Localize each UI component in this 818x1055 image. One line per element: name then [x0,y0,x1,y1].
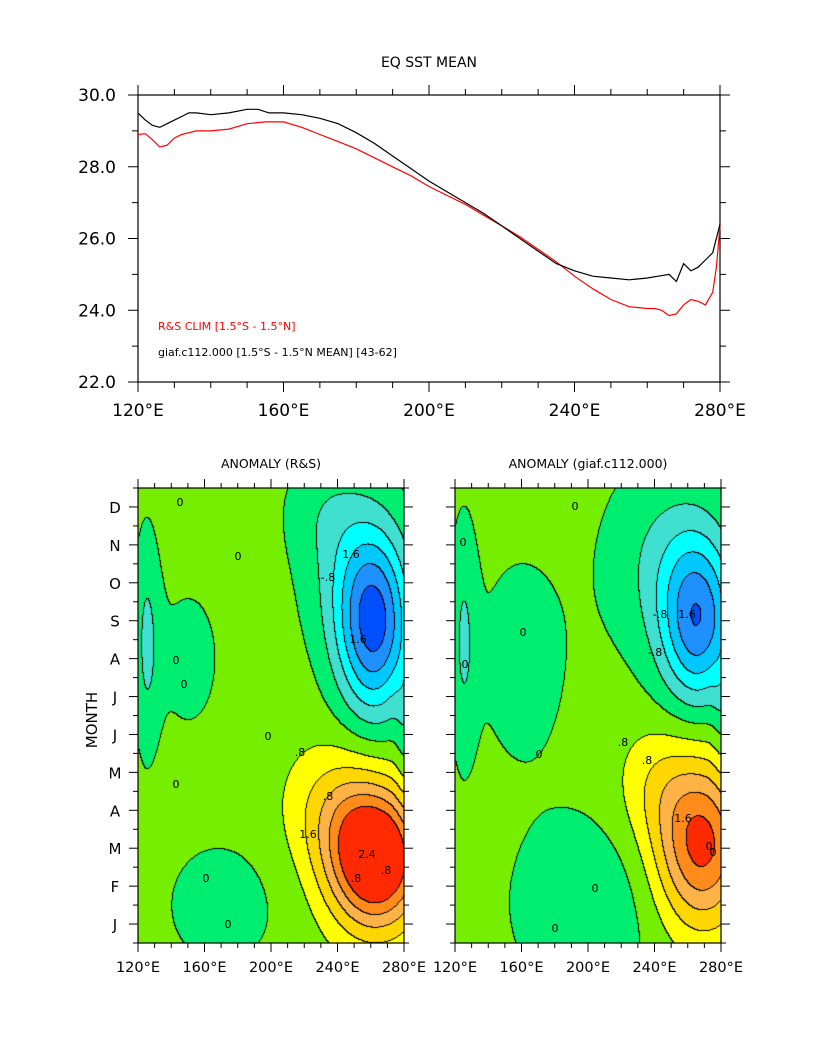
x-tick-label: 280°E [382,960,426,976]
series-lines [137,108,721,317]
month-label: F [111,878,120,896]
x-tick-label: 120°E [112,401,164,421]
contour-label: 0 [706,840,713,853]
contour-label: 0 [235,550,242,563]
contour-label: 1.6 [349,633,367,646]
contour-label: 0 [177,496,184,509]
plot-frame [137,94,721,383]
contour-label: -.8 [321,571,335,584]
x-tick-label: 240°E [549,401,601,421]
anomaly-model-panel: ANOMALY (giaf.c112.000) 0000000.81.6-.8-… [433,456,743,976]
x-axis-labels-model: 120°E 160°E 200°E 240°E 280°E [433,960,743,976]
contour-label: .8 [351,872,362,885]
contour-label: 0 [592,882,599,895]
contour-label: 0 [552,922,559,935]
month-label: M [109,764,122,782]
x-tick-label: 280°E [694,401,746,421]
series-line-model [137,108,721,283]
contour-label: 0 [460,536,467,549]
y-tick-label: 26.0 [78,230,116,250]
y-tick-label: 28.0 [78,158,116,178]
month-label: S [110,613,120,631]
contour-label: 0 [173,654,180,667]
panel-ticks-model [446,479,730,952]
month-label: J [112,916,117,934]
contour-label: 1.6 [674,812,692,825]
x-tick-label: 160°E [499,960,543,976]
x-axis-labels-rs: 120°E 160°E 200°E 240°E 280°E [116,960,426,976]
month-labels: D N O S A J J M A M F J [109,499,122,934]
contour-label: .8 [295,746,306,759]
x-axis-labels: 120°E 160°E 200°E 240°E 280°E [112,401,746,421]
panel-title-model: ANOMALY (giaf.c112.000) [509,456,668,471]
contour-label: .8 [618,736,629,749]
month-label: A [110,651,121,669]
legend-series-rs: R&S CLIM [1.5°S - 1.5°N] [158,320,295,333]
contour-label: 0 [572,500,579,513]
month-label: J [112,726,117,744]
month-label: N [109,537,120,555]
x-tick-label: 160°E [258,401,310,421]
heatmap-rs-canvas [138,488,404,943]
heatmap-model-canvas [455,488,721,943]
x-tick-label: 240°E [632,960,676,976]
x-tick-label: 160°E [182,960,226,976]
contour-label: 2.4 [358,848,376,861]
y-tick-label: 24.0 [78,301,116,321]
contour-label: .8 [381,864,392,877]
month-label: M [109,840,122,858]
contour-label: 1.6 [299,828,317,841]
contour-label: 1.6 [678,608,696,621]
y-tick-label: 22.0 [78,373,116,393]
month-label: O [109,575,121,593]
x-tick-label: 240°E [315,960,359,976]
contour-label: 0 [203,872,210,885]
y-tick-label: 30.0 [78,86,116,106]
month-label: D [109,499,121,517]
series-line-rs [137,121,721,317]
contour-label: .8 [323,790,334,803]
axis-ticks [128,85,730,392]
panel-ticks-rs [129,479,413,952]
x-tick-label: 200°E [566,960,610,976]
contour-label: 0 [225,918,232,931]
sst-mean-chart: EQ SST MEAN 120°E 160°E 200°E 240°E 280°E 30… [78,55,746,421]
anomaly-rs-panel: ANOMALY (R&S) MONTH 00000000.81.61.6-.8.… [83,456,426,976]
contour-label: 0 [265,730,272,743]
x-tick-label: 280°E [699,960,743,976]
contour-label: 0 [520,626,527,639]
x-tick-label: 120°E [116,960,160,976]
y-axis-title: MONTH [83,692,101,748]
contour-label: -.8 [648,646,662,659]
contour-label: 0 [462,658,469,671]
contour-label: 0 [173,778,180,791]
legend-series-model: giaf.c112.000 [1.5°S - 1.5°N MEAN] [43-6… [158,346,397,359]
contour-label: 0 [181,678,188,691]
contour-label: 0 [710,846,717,859]
x-tick-label: 200°E [403,401,455,421]
y-axis-labels: 30.0 28.0 26.0 24.0 22.0 [78,86,116,393]
month-label: A [110,802,121,820]
contour-label: .8 [642,754,653,767]
contour-label: 0 [536,748,543,761]
panel-title-rs: ANOMALY (R&S) [221,456,321,471]
contour-label: -.8 [653,608,667,621]
x-tick-label: 200°E [249,960,293,976]
contour-label: 1.6 [342,548,360,561]
x-tick-label: 120°E [433,960,477,976]
month-label: J [112,689,117,707]
chart-title: EQ SST MEAN [381,55,477,71]
